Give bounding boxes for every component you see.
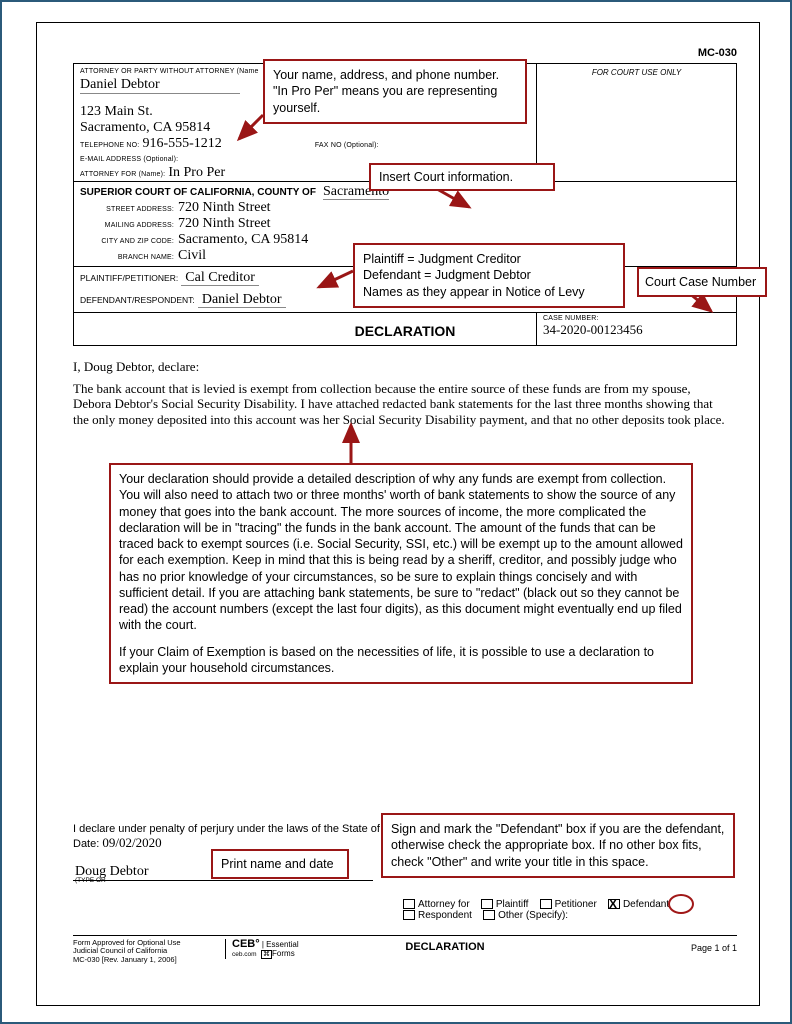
court-use-only: FOR COURT USE ONLY — [536, 64, 736, 181]
type-or-label: (TYPE OR — [75, 877, 106, 884]
form-rev: MC-030 [Rev. January 1, 2006] — [73, 955, 177, 964]
telephone-label: TELEPHONE NO: — [80, 142, 139, 149]
defendant-label: DEFENDANT/RESPONDENT: — [80, 295, 195, 305]
chk-plaintiff-label: Plaintiff — [496, 899, 529, 910]
attorney-name: Daniel Debtor — [80, 77, 160, 92]
callout-parties: Plaintiff = Judgment Creditor Defendant … — [353, 243, 625, 308]
chk-respondent-label: Respondent — [418, 910, 472, 921]
callout-court-info: Insert Court information. — [369, 163, 555, 191]
plaintiff-label: PLAINTIFF/PETITIONER: — [80, 273, 178, 283]
chk-petitioner[interactable] — [540, 899, 552, 909]
defendant-highlight-oval — [668, 894, 694, 914]
form-id: MC-030 — [698, 47, 737, 59]
date-label: Date: — [73, 838, 99, 850]
footer-rule — [73, 935, 737, 936]
declaration-body: I, Doug Debtor, declare: The bank accoun… — [73, 359, 731, 433]
declarant-intro: I, Doug Debtor, declare: — [73, 359, 731, 375]
callout-case-number: Court Case Number — [637, 267, 767, 297]
chk-other[interactable] — [483, 910, 495, 920]
outer-frame: MC-030 ATTORNEY OR PARTY WITHOUT ATTORNE… — [0, 0, 792, 1024]
plaintiff-name: Cal Creditor — [181, 270, 259, 286]
page-number: Page 1 of 1 — [657, 939, 737, 953]
court-branch: Civil — [178, 248, 206, 263]
callout-print-name: Print name and date — [211, 849, 349, 879]
callout-sign-check: Sign and mark the "Defendant" box if you… — [381, 813, 735, 878]
chk-respondent[interactable] — [403, 910, 415, 920]
attorney-phone: 916-555-1212 — [142, 136, 221, 151]
attorney-for-value: In Pro Per — [168, 165, 225, 180]
chk-attorney-for[interactable] — [403, 899, 415, 909]
callout-declaration-guidance: Your declaration should provide a detail… — [109, 463, 693, 684]
court-street: 720 Ninth Street — [178, 200, 271, 215]
chk-plaintiff[interactable] — [481, 899, 493, 909]
footer: Form Approved for Optional Use Judicial … — [73, 939, 737, 964]
form-page: MC-030 ATTORNEY OR PARTY WITHOUT ATTORNE… — [36, 22, 760, 1006]
mailing-label: MAILING ADDRESS: — [80, 222, 174, 230]
court-mailing: 720 Ninth Street — [178, 216, 271, 231]
street-label: STREET ADDRESS: — [80, 206, 174, 214]
chk-petitioner-label: Petitioner — [555, 899, 597, 910]
chk-defendant-label: Defendant — [623, 899, 669, 910]
court-header-label: SUPERIOR COURT OF CALIFORNIA, COUNTY OF — [80, 187, 316, 198]
chk-defendant[interactable] — [608, 899, 620, 909]
fax-label: FAX NO (Optional): — [315, 142, 379, 149]
callout-name-address: Your name, address, and phone number. "I… — [263, 59, 527, 124]
chk-attorney-label: Attorney for — [418, 899, 470, 910]
defendant-name: Daniel Debtor — [198, 292, 286, 308]
chk-other-label: Other (Specify): — [498, 910, 568, 921]
branch-label: BRANCH NAME: — [80, 254, 174, 262]
declaration-paragraph: The bank account that is levied is exemp… — [73, 381, 731, 428]
case-number-value: 34-2020-00123456 — [543, 322, 730, 338]
cityzip-label: CITY AND ZIP CODE: — [80, 238, 174, 246]
attorney-for-label: ATTORNEY FOR (Name): — [80, 171, 165, 178]
email-label: E-MAIL ADDRESS (Optional): — [80, 156, 178, 163]
court-cityzip: Sacramento, CA 95814 — [178, 232, 308, 247]
signature-date: 09/02/2020 — [102, 835, 161, 850]
ceb-logo: CEB° | Essential ceb.com ⌘Forms — [225, 939, 299, 959]
